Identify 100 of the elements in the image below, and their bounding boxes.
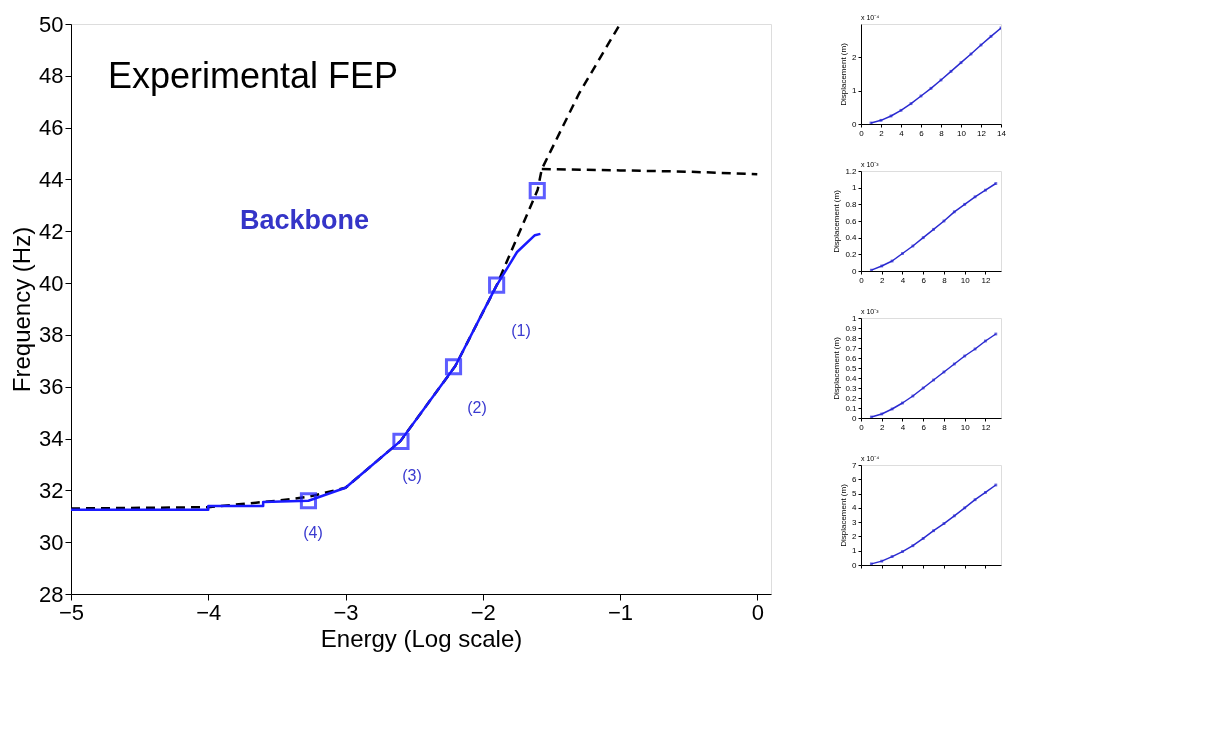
y-tick-label: 1 (852, 86, 858, 96)
point (932, 227, 936, 231)
point (901, 252, 904, 255)
x-axis-title: Energy (Log scale) (320, 624, 523, 652)
x-tick-label: 4 (900, 422, 906, 432)
point (488, 276, 506, 294)
y-tick-label: 0.1 (845, 403, 858, 413)
y-tick-label: 0.6 (845, 353, 858, 363)
y-tick-label: 0.6 (845, 216, 858, 226)
y-axis-title: Displacement (m) (832, 189, 842, 253)
y-tick-label: 3 (852, 517, 858, 527)
point (963, 202, 967, 206)
point (994, 182, 998, 185)
annotation: (4) (303, 524, 323, 541)
y-tick-label: 0.8 (845, 199, 858, 209)
point (869, 268, 873, 271)
y-tick-label: 46 (39, 115, 64, 141)
annotation: (3) (402, 467, 422, 484)
y-axis-title: Displacement (m) (839, 483, 849, 547)
point (911, 544, 915, 548)
point (444, 358, 463, 376)
point (984, 188, 987, 192)
x-tick-label: 10 (960, 422, 971, 432)
y-axis-title: Displacement (m) (832, 336, 842, 400)
y-tick-label: 4 (852, 503, 858, 513)
x-tick-label: −1 (607, 599, 634, 625)
point (901, 550, 904, 553)
y-tick-label: 30 (39, 529, 64, 555)
x-tick-label: 2 (880, 422, 886, 432)
y-tick-label: 2 (852, 52, 858, 62)
x-tick-label: 0 (859, 275, 865, 285)
x-tick-label: −2 (470, 599, 496, 625)
x-tick-label: 8 (942, 275, 948, 285)
y-tick-label: 1 (852, 183, 858, 193)
x-tick-label: 10 (957, 128, 967, 138)
x-tick-label: 8 (939, 128, 945, 138)
y-tick-label: 0.4 (845, 233, 858, 243)
x-tick-label: 2 (879, 128, 885, 138)
x-tick-label: 6 (921, 275, 927, 285)
y-tick-label: 32 (39, 477, 64, 503)
y-tick-label: 0 (852, 560, 858, 570)
y-tick-label: 7 (852, 460, 858, 470)
y-tick-label: 36 (39, 374, 64, 400)
y-tick-label: 40 (39, 270, 64, 296)
annotation: Backbone (240, 205, 370, 235)
x-tick-label: 14 (997, 128, 1007, 138)
x-tick-label: 0 (751, 599, 764, 625)
x-tick-label: −4 (196, 599, 222, 625)
x-tick-label: 4 (899, 128, 905, 138)
y-tick-label: 0.2 (845, 249, 858, 259)
line-series (869, 26, 1001, 124)
x-tick-label: 6 (921, 422, 927, 432)
y-tick-label: 44 (39, 166, 64, 192)
point (952, 514, 956, 518)
x-tick-label: 8 (942, 422, 948, 432)
y-tick-label: 5 (852, 489, 858, 499)
x-tick-label: 12 (981, 275, 991, 285)
y-tick-label: 0.7 (845, 343, 858, 353)
y-tick-label: 0 (852, 413, 858, 423)
y-tick-label: 2 (852, 531, 858, 541)
point (392, 432, 410, 450)
y-tick-label: 50 (39, 11, 64, 37)
y-tick-label: 34 (39, 426, 64, 452)
y-axis-title: Displacement (m) (839, 42, 849, 106)
x-tick-label: −3 (333, 599, 359, 625)
x-tick-label: 4 (900, 275, 906, 285)
x-tick-label: 0 (859, 422, 865, 432)
point (299, 492, 318, 510)
y-tick-label: 48 (39, 63, 64, 89)
y-tick-label: 38 (39, 322, 64, 348)
point (952, 210, 956, 214)
y-tick-label: 6 (852, 474, 858, 484)
point (869, 562, 873, 565)
y-tick-label: 0.4 (845, 373, 858, 383)
x-tick-label: 0 (859, 128, 865, 138)
point (921, 537, 925, 540)
point (921, 236, 925, 240)
point (880, 559, 884, 563)
y-tick-label: 0.3 (845, 383, 858, 393)
annotation: (2) (467, 399, 487, 416)
y-tick-label: 0 (852, 119, 858, 129)
x-tick-label: 12 (981, 422, 991, 432)
y-axis-title: Frequency (Hz) (8, 226, 36, 393)
y-tick-label: 0 (852, 266, 858, 276)
x-tick-label: 10 (960, 275, 971, 285)
point (890, 555, 894, 558)
point (932, 529, 936, 533)
y-tick-label: 0.9 (845, 323, 858, 333)
y-tick-label: 42 (39, 218, 64, 244)
y-tick-label: 1 (852, 546, 858, 556)
point (528, 182, 546, 200)
point (963, 506, 967, 510)
y-tick-label: 0.5 (845, 363, 858, 373)
x-tick-label: 2 (880, 275, 886, 285)
y-tick-label: 1.2 (845, 166, 858, 176)
y-tick-label: 28 (39, 581, 64, 607)
annotation: (1) (511, 322, 531, 339)
line-series (71, 232, 542, 512)
x-tick-label: 6 (919, 128, 925, 138)
y-tick-label: 1 (852, 313, 858, 323)
